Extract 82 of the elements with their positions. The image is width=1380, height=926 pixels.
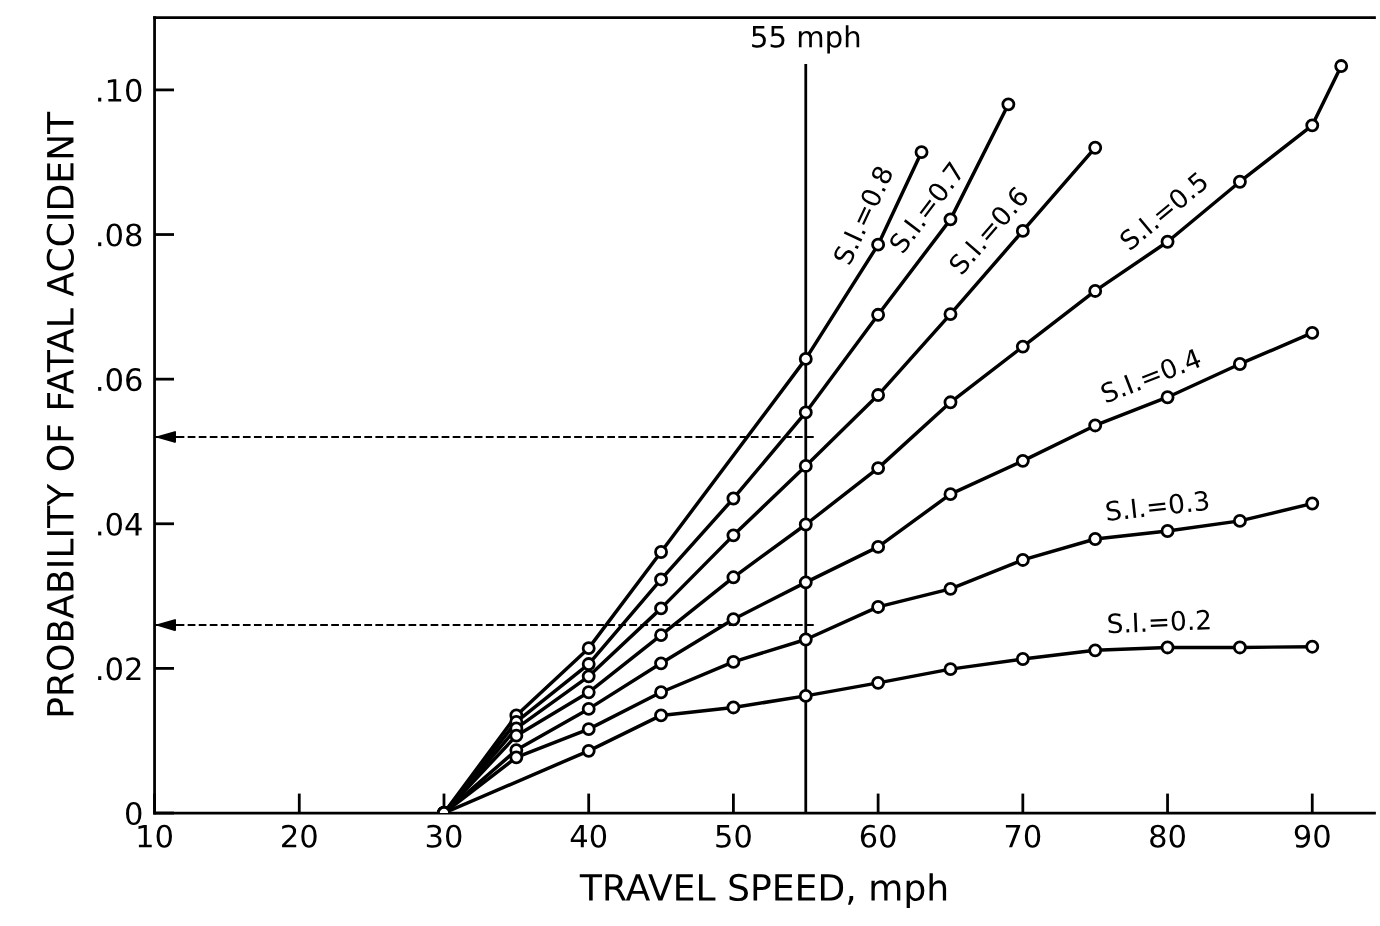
- x-tick-label: 20: [282, 824, 317, 848]
- point: [1088, 140, 1103, 155]
- point: [1015, 339, 1030, 354]
- point: [1015, 652, 1030, 666]
- y-tick-label: .06: [98, 368, 142, 392]
- point: [1001, 97, 1016, 112]
- point: [726, 570, 741, 585]
- point: [1015, 552, 1030, 567]
- y-axis-title: PROBABILITY OF FATAL ACCIDENT: [46, 111, 74, 716]
- series-label: S.I.=0.2: [1107, 609, 1210, 634]
- point: [871, 388, 886, 403]
- point: [1015, 453, 1030, 468]
- point: [798, 632, 813, 647]
- point: [1232, 357, 1247, 371]
- point: [1160, 640, 1175, 655]
- point: [654, 628, 668, 643]
- point: [581, 701, 596, 716]
- point: [581, 685, 596, 700]
- y-tick-label: .10: [98, 78, 142, 102]
- point: [581, 722, 596, 737]
- point: [1088, 643, 1103, 658]
- point: [654, 656, 668, 671]
- point: [871, 675, 886, 690]
- point: [581, 669, 596, 684]
- x-tick-label: 30: [426, 824, 462, 848]
- y-tick-label: .02: [98, 657, 141, 681]
- point: [654, 601, 668, 616]
- point: [1160, 524, 1175, 538]
- x-tick-label: 40: [570, 824, 607, 848]
- point: [1088, 532, 1103, 546]
- point: [1305, 118, 1320, 133]
- x-tick-label: 10: [138, 824, 172, 848]
- point: [871, 461, 886, 476]
- point: [1088, 283, 1103, 298]
- point: [581, 641, 596, 656]
- x-tick-label: 50: [716, 824, 751, 848]
- point: [726, 528, 741, 543]
- point: [943, 395, 958, 410]
- point: [726, 654, 741, 669]
- point: [654, 545, 668, 559]
- point: [1305, 496, 1320, 511]
- point: [871, 599, 886, 614]
- point: [798, 517, 813, 532]
- point: [798, 405, 813, 420]
- text: S.I.=0.3: [1105, 490, 1209, 522]
- x-tick-label: 80: [1150, 824, 1185, 848]
- point: [914, 145, 929, 160]
- point: [1232, 640, 1247, 655]
- point: [943, 487, 958, 502]
- point: [1232, 174, 1247, 189]
- point: [798, 351, 813, 366]
- y-tick-label: .08: [98, 223, 142, 247]
- point: [654, 572, 668, 587]
- point: [943, 581, 958, 596]
- x-tick-label: 90: [1294, 824, 1330, 848]
- point: [1305, 325, 1320, 340]
- point: [1232, 513, 1247, 528]
- x-tick-label: 60: [860, 824, 896, 848]
- point: [943, 662, 958, 677]
- y-tick-label: .04: [98, 512, 142, 536]
- point: [509, 750, 524, 765]
- point: [726, 491, 741, 506]
- point: [1305, 639, 1320, 654]
- point: [943, 307, 958, 322]
- point: [798, 458, 813, 473]
- point: [871, 539, 886, 554]
- point: [654, 685, 668, 700]
- point: [871, 307, 886, 322]
- point: [726, 612, 741, 627]
- x-axis-title: TRAVEL SPEED, mph: [579, 873, 947, 909]
- point: [509, 728, 524, 743]
- point: [726, 700, 741, 715]
- y-tick-label: 0: [126, 801, 142, 826]
- point: [798, 688, 813, 703]
- x-tick-label: 70: [1005, 824, 1041, 848]
- point: [1334, 59, 1349, 73]
- point: [798, 575, 813, 590]
- point: [581, 743, 596, 758]
- ref-line-label: 55 mph: [752, 25, 860, 54]
- point: [581, 657, 596, 672]
- point: [1088, 418, 1103, 433]
- point: [654, 708, 668, 723]
